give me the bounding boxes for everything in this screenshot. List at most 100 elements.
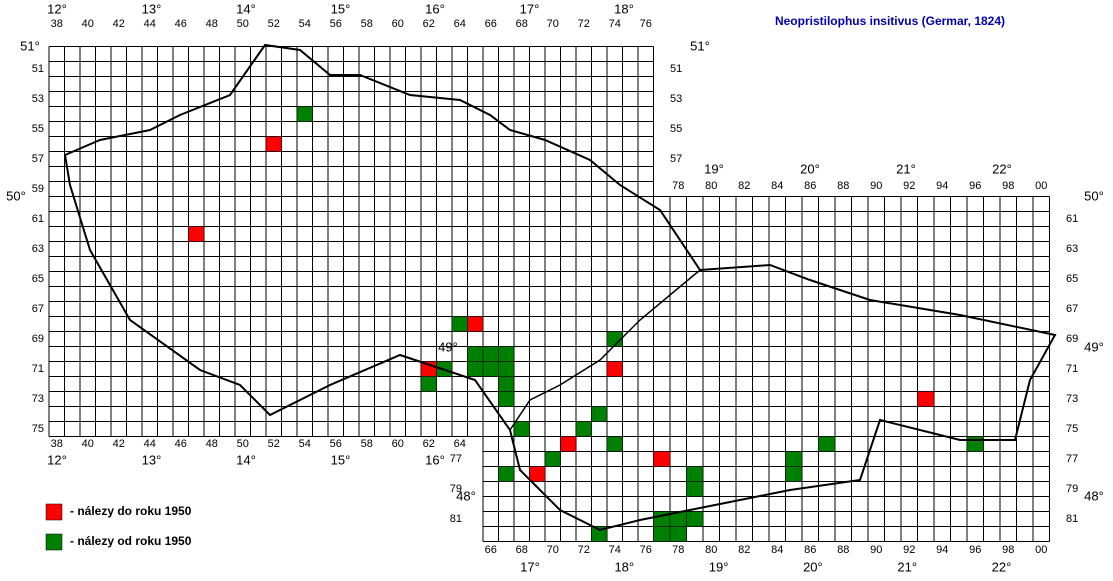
row-label: 51 xyxy=(32,63,44,75)
column-label: 44 xyxy=(144,18,156,30)
longitude-label: 15° xyxy=(331,1,351,16)
finding-cell xyxy=(686,511,704,527)
legend: - nálezy do roku 1950 - nálezy od roku 19… xyxy=(45,503,192,551)
column-label: 68 xyxy=(516,18,528,30)
column-label: 96 xyxy=(969,544,981,556)
row-label: 51 xyxy=(670,63,682,75)
longitude-label: 14° xyxy=(236,452,256,467)
finding-cell xyxy=(606,361,623,377)
column-label: 38 xyxy=(51,438,63,450)
finding-cell xyxy=(498,376,515,392)
column-label: 74 xyxy=(609,544,621,556)
latitude-label: 50° xyxy=(6,188,26,203)
column-label: 62 xyxy=(423,438,435,450)
column-label: 00 xyxy=(1035,544,1047,556)
column-label: 82 xyxy=(738,544,750,556)
finding-cell xyxy=(966,436,984,452)
row-label: 73 xyxy=(1066,393,1078,405)
column-label: 64 xyxy=(454,438,466,450)
finding-cell xyxy=(917,391,935,407)
column-label: 76 xyxy=(640,18,652,30)
row-label: 75 xyxy=(32,423,44,435)
finding-cell xyxy=(498,346,515,362)
finding-cell xyxy=(482,361,499,377)
column-label: 66 xyxy=(485,544,497,556)
grid xyxy=(48,46,1050,542)
finding-cell xyxy=(513,421,530,437)
column-label: 74 xyxy=(609,18,621,30)
row-label: 55 xyxy=(670,123,682,135)
latitude-label: 50° xyxy=(1084,188,1104,203)
column-label: 48 xyxy=(206,18,218,30)
column-label: 42 xyxy=(113,18,125,30)
column-label: 40 xyxy=(82,18,94,30)
column-label: 58 xyxy=(361,438,373,450)
longitude-label: 16° xyxy=(425,1,445,16)
row-label: 77 xyxy=(1066,453,1078,465)
finding-cell xyxy=(785,451,803,467)
column-label: 48 xyxy=(206,438,218,450)
column-label: 70 xyxy=(547,544,559,556)
finding-cell xyxy=(265,136,282,152)
row-label: 81 xyxy=(1066,513,1078,525)
finding-cell xyxy=(686,481,704,497)
column-label: 68 xyxy=(516,544,528,556)
column-label: 66 xyxy=(485,18,497,30)
longitude-label: 12° xyxy=(47,452,67,467)
finding-cell xyxy=(575,421,592,437)
column-label: 50 xyxy=(237,438,249,450)
latitude-label: 49° xyxy=(438,339,458,354)
legend-swatch xyxy=(45,533,63,551)
column-label: 86 xyxy=(804,544,816,556)
row-label: 75 xyxy=(1066,423,1078,435)
finding-cell xyxy=(591,406,608,422)
column-label: 98 xyxy=(1002,180,1014,192)
row-label: 55 xyxy=(32,123,44,135)
longitude-label: 15° xyxy=(331,452,351,467)
longitude-label: 18° xyxy=(614,1,634,16)
finding-cell xyxy=(686,466,704,482)
longitude-label: 17° xyxy=(520,1,540,16)
longitude-label: 14° xyxy=(236,1,256,16)
row-label: 77 xyxy=(450,453,462,465)
column-label: 84 xyxy=(771,180,783,192)
row-label: 59 xyxy=(32,183,44,195)
column-label: 94 xyxy=(936,180,948,192)
column-label: 00 xyxy=(1035,180,1047,192)
finding-cell xyxy=(498,391,515,407)
row-label: 63 xyxy=(32,243,44,255)
finding-cells xyxy=(188,106,984,542)
finding-cell xyxy=(653,451,671,467)
column-label: 50 xyxy=(237,18,249,30)
finding-cell xyxy=(529,466,546,482)
finding-cell xyxy=(606,436,623,452)
longitude-label: 17° xyxy=(520,559,540,574)
column-label: 94 xyxy=(936,544,948,556)
row-label: 61 xyxy=(32,213,44,225)
column-label: 90 xyxy=(870,544,882,556)
row-label: 69 xyxy=(1066,333,1078,345)
finding-cell xyxy=(498,466,515,482)
column-label: 46 xyxy=(175,18,187,30)
column-label: 62 xyxy=(423,18,435,30)
row-label: 65 xyxy=(32,273,44,285)
column-label: 56 xyxy=(330,18,342,30)
row-label: 71 xyxy=(1066,363,1078,375)
row-label: 57 xyxy=(670,153,682,165)
row-label: 67 xyxy=(1066,303,1078,315)
row-label: 61 xyxy=(1066,213,1078,225)
finding-cell xyxy=(818,436,836,452)
column-label: 64 xyxy=(454,18,466,30)
finding-cell xyxy=(591,526,608,542)
row-label: 79 xyxy=(1066,483,1078,495)
finding-cell xyxy=(467,346,484,362)
map-title: Neopristilophus insitivus (Germar, 1824) xyxy=(775,14,1005,28)
column-label: 56 xyxy=(330,438,342,450)
column-label: 92 xyxy=(903,544,915,556)
finding-cell xyxy=(467,361,484,377)
finding-cell xyxy=(420,376,437,392)
longitude-label: 13° xyxy=(142,452,162,467)
finding-cell xyxy=(560,436,577,452)
longitude-label: 20° xyxy=(803,559,823,574)
legend-swatch xyxy=(45,503,63,521)
